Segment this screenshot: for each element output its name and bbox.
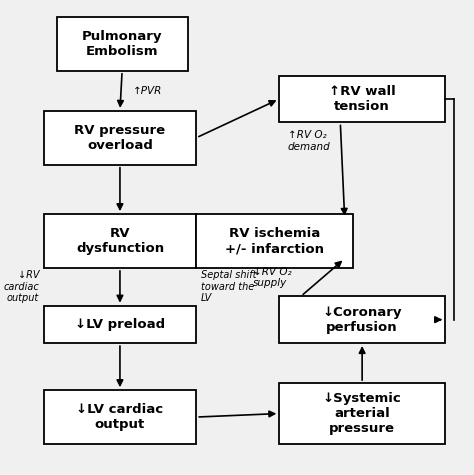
Text: ↓RV O₂
supply: ↓RV O₂ supply <box>253 266 292 288</box>
FancyBboxPatch shape <box>44 305 196 343</box>
FancyBboxPatch shape <box>44 214 196 268</box>
Text: ↓LV preload: ↓LV preload <box>75 318 165 331</box>
Text: ↓LV cardiac
output: ↓LV cardiac output <box>76 403 164 431</box>
FancyBboxPatch shape <box>279 383 445 444</box>
FancyBboxPatch shape <box>57 17 188 71</box>
Text: ↓RV
cardiac
output: ↓RV cardiac output <box>3 270 39 304</box>
Text: ↑RV wall
tension: ↑RV wall tension <box>329 85 395 113</box>
FancyBboxPatch shape <box>44 390 196 444</box>
FancyBboxPatch shape <box>279 296 445 343</box>
Text: ↑RV O₂
demand: ↑RV O₂ demand <box>288 131 331 152</box>
Text: Pulmonary
Embolism: Pulmonary Embolism <box>82 30 163 58</box>
Text: Septal shift
toward the
LV: Septal shift toward the LV <box>201 270 256 304</box>
FancyBboxPatch shape <box>196 214 354 268</box>
Text: RV pressure
overload: RV pressure overload <box>74 124 165 152</box>
FancyBboxPatch shape <box>44 111 196 165</box>
Text: ↓Coronary
perfusion: ↓Coronary perfusion <box>322 305 402 333</box>
Text: RV
dysfunction: RV dysfunction <box>76 227 164 255</box>
FancyBboxPatch shape <box>279 76 445 123</box>
Text: RV ischemia
+/- infarction: RV ischemia +/- infarction <box>225 227 324 255</box>
Text: ↑PVR: ↑PVR <box>133 86 163 96</box>
Text: ↓Systemic
arterial
pressure: ↓Systemic arterial pressure <box>323 392 401 435</box>
